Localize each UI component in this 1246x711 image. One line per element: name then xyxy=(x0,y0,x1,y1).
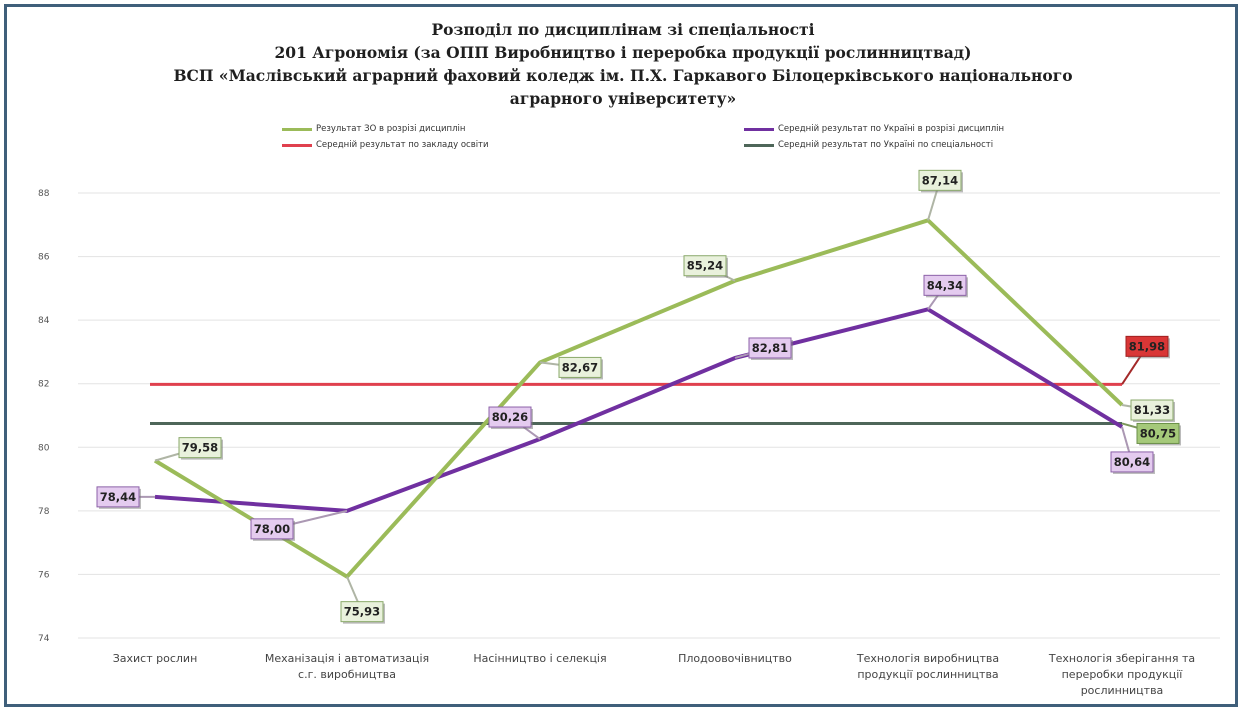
legend-item-green: Результат ЗО в розрізі дисциплін xyxy=(282,124,465,134)
data-label-student: 81,33 xyxy=(1134,403,1170,417)
title-line-3: ВСП «Маслівський аграрний фаховий коледж… xyxy=(173,66,1073,85)
data-label-student: 79,58 xyxy=(182,441,218,455)
legend-label-gray: Середній результат по Україні по спеціал… xyxy=(778,140,994,150)
chart-title: Розподіл по дисциплінам зі спеціальності… xyxy=(0,18,1246,110)
x-tick-label: Захист рослин xyxy=(113,652,198,665)
x-tick-label: продукції рослинництва xyxy=(857,668,998,681)
data-label-ukraine-box xyxy=(748,337,792,359)
y-tick-label: 80 xyxy=(38,443,50,453)
legend-label-purple: Середній результат по Україні в розрізі … xyxy=(778,124,1005,134)
title-line-2: 201 Агрономія (за ОПП Виробництво і пере… xyxy=(274,43,972,62)
data-label-student-box xyxy=(1130,399,1174,421)
x-tick-label: Технологія зберігання та xyxy=(1048,652,1195,665)
legend-label-green: Результат ЗО в розрізі дисциплін xyxy=(316,124,466,134)
x-tick-label: Насінництво і селекція xyxy=(473,652,606,665)
data-label-ukraine: 80,64 xyxy=(1114,455,1150,469)
data-label-student: 82,67 xyxy=(562,360,598,374)
data-label-ukraine-box xyxy=(488,406,532,428)
legend-item-purple: Середній результат по Україні в розрізі … xyxy=(744,124,1004,134)
title-line-1: Розподіл по дисциплінам зі спеціальності xyxy=(431,20,815,39)
data-label-institution-avg-box xyxy=(1125,335,1169,357)
y-tick-label: 86 xyxy=(38,253,50,263)
data-label-ukraine: 78,44 xyxy=(100,490,136,504)
legend-item-gray: Середній результат по Україні по спеціал… xyxy=(744,140,993,150)
x-tick-label: Плодоовочівництво xyxy=(678,652,792,665)
series-line-student-result xyxy=(153,218,1124,579)
legend-item-red: Середній результат по закладу освіти xyxy=(282,140,489,150)
y-tick-label: 78 xyxy=(38,507,50,517)
data-label-student: 85,24 xyxy=(687,259,723,273)
x-tick-label: рослинництва xyxy=(1081,684,1164,697)
y-tick-label: 88 xyxy=(38,189,50,199)
data-label-ukraine: 84,34 xyxy=(927,278,963,292)
data-label-ukraine-box xyxy=(250,518,294,540)
y-tick-label: 84 xyxy=(38,316,50,326)
data-label-ukraine: 78,00 xyxy=(254,522,290,536)
x-tick-label: переробки продукції xyxy=(1062,668,1184,681)
data-label-ukraine: 80,26 xyxy=(492,410,528,424)
data-label-student-box xyxy=(558,356,602,378)
x-tick-label: Механізація і автоматизація xyxy=(265,652,429,665)
data-label-student-box xyxy=(683,255,727,277)
data-label-ukraine: 82,81 xyxy=(752,341,788,355)
y-tick-label: 76 xyxy=(38,570,50,580)
data-label-ukraine-box xyxy=(923,274,967,296)
series-line-ukraine-avg xyxy=(154,307,1124,513)
data-label-student-box xyxy=(918,169,962,191)
y-tick-label: 74 xyxy=(38,634,50,644)
y-tick-label: 82 xyxy=(38,380,49,390)
data-label-student: 87,14 xyxy=(922,173,958,187)
data-label-ukraine-box xyxy=(1110,451,1154,473)
data-label-student-box xyxy=(178,437,222,459)
data-label-specialty-avg: 80,75 xyxy=(1140,426,1176,440)
x-tick-label: с.г. виробництва xyxy=(298,668,396,681)
legend-swatch-gray xyxy=(744,143,774,147)
legend-swatch-red xyxy=(282,143,312,147)
data-label-specialty-avg-box xyxy=(1136,422,1180,444)
data-label-institution-avg: 81,98 xyxy=(1129,339,1165,353)
x-tick-label: Технологія виробництва xyxy=(856,652,999,665)
legend-swatch-green xyxy=(282,127,312,131)
data-label-ukraine-box xyxy=(96,486,140,508)
chart-frame xyxy=(4,4,1238,707)
legend-swatch-purple xyxy=(744,127,774,131)
legend-label-red: Середній результат по закладу освіти xyxy=(316,140,489,150)
title-line-4: аграрного університету» xyxy=(509,89,737,108)
data-label-student-box xyxy=(340,601,384,623)
data-label-student: 75,93 xyxy=(344,605,380,619)
